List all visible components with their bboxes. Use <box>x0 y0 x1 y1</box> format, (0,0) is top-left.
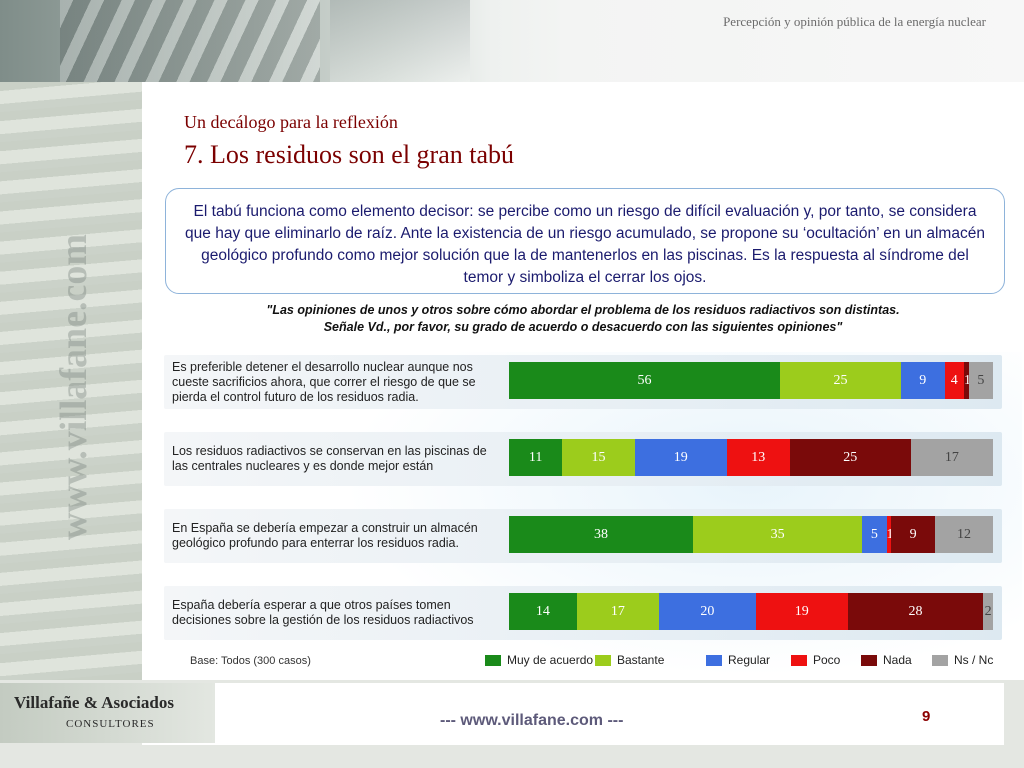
category-label: Es preferible detener el desarrollo nucl… <box>172 359 476 404</box>
data-label: 15 <box>591 450 606 465</box>
data-label: 5 <box>870 527 878 542</box>
data-label: 9 <box>909 527 917 542</box>
bar-segment <box>934 516 993 553</box>
chart-legend: Muy de acuerdo Bastante Regular Poco Nada Ns … <box>485 650 1005 670</box>
data-label: 5 <box>977 373 985 388</box>
legend-swatch <box>861 654 877 666</box>
legend-swatch <box>791 654 807 666</box>
bar-segment <box>634 439 727 476</box>
bar-segment <box>692 516 863 553</box>
legend-label: Poco <box>813 653 841 667</box>
legend-label: Ns / Nc <box>954 653 994 667</box>
legend-item: Bastante <box>595 650 664 670</box>
legend-label: Bastante <box>617 653 665 667</box>
data-label: 56 <box>637 373 652 388</box>
data-label: 19 <box>673 450 688 465</box>
header-banner <box>0 0 1024 82</box>
banner-texture-2 <box>330 0 470 82</box>
callout-text: El tabú funciona como elemento decisor: … <box>185 203 985 286</box>
data-label: 2 <box>984 604 992 619</box>
legend-swatch <box>706 654 722 666</box>
bar-segment <box>576 593 660 630</box>
data-label: 12 <box>956 527 971 542</box>
bar-segment <box>755 593 848 630</box>
data-label: 9 <box>919 373 927 388</box>
banner-texture <box>60 0 320 82</box>
bar-segment <box>886 516 892 553</box>
bar-segment <box>726 439 790 476</box>
quote-line-1: "Las opiniones de unos y otros sobre cóm… <box>266 303 900 317</box>
category-label: Los residuos radiactivos se conservan en… <box>172 444 487 473</box>
bar-segment <box>780 362 902 399</box>
category-label: En España se debería empezar a construir… <box>172 521 478 550</box>
data-label: 13 <box>751 450 766 465</box>
legend-item: Ns / Nc <box>932 650 993 670</box>
brand-name: Villafañe & Asociados <box>14 693 174 712</box>
bar-segment <box>891 516 935 553</box>
legend-label: Regular <box>728 653 771 667</box>
data-label: 17 <box>944 450 959 465</box>
question-quote: "Las opiniones de unos y otros sobre cóm… <box>142 298 1024 342</box>
legend-swatch <box>485 654 501 666</box>
data-label: 25 <box>833 373 848 388</box>
data-label: 14 <box>535 604 550 619</box>
stacked-bar: 11 15 19 13 25 17 <box>509 439 993 476</box>
page-number: 9 <box>922 708 931 725</box>
legend-label: Muy de acuerdo <box>507 653 594 667</box>
legend-swatch <box>932 654 948 666</box>
bar-segment <box>963 362 969 399</box>
data-label: 11 <box>528 450 543 465</box>
left-decorative-strip <box>0 82 142 680</box>
data-label: 38 <box>593 527 608 542</box>
footer-panel <box>142 683 1004 745</box>
data-label: 4 <box>950 373 958 388</box>
bar-segment <box>509 362 781 399</box>
data-label: 28 <box>908 604 923 619</box>
data-label: 1 <box>963 373 971 388</box>
data-label: 25 <box>843 450 858 465</box>
data-label: 20 <box>700 604 715 619</box>
brand-subtitle: CONSULTORES <box>66 718 155 730</box>
brand-logo-box <box>0 683 215 743</box>
bar-segment <box>983 593 993 630</box>
bar-segment <box>968 362 993 399</box>
bar-segment <box>562 439 635 476</box>
legend-item: Regular <box>706 650 770 670</box>
callout-box: El tabú funciona como elemento decisor: … <box>165 188 1005 294</box>
bar-segment <box>944 362 964 399</box>
stacked-bar: 38 35 5 1 9 12 <box>509 516 993 553</box>
bar-segment <box>862 516 887 553</box>
legend-item: Muy de acuerdo <box>485 650 593 670</box>
bar-segment <box>789 439 911 476</box>
data-label: 19 <box>794 604 809 619</box>
legend-item: Poco <box>791 650 840 670</box>
bar-segment <box>509 516 693 553</box>
bar-segment <box>509 439 563 476</box>
bar-segment <box>910 439 993 476</box>
data-label: 35 <box>770 527 785 542</box>
bar-segment <box>659 593 756 630</box>
data-label: 1 <box>886 527 894 542</box>
bar-segment <box>847 593 984 630</box>
bar-segment <box>509 593 577 630</box>
slide-subtitle: Un decálogo para la reflexión <box>184 112 398 132</box>
legend-label: Nada <box>883 653 912 667</box>
slide-title: 7. Los residuos son el gran tabú <box>184 140 515 169</box>
quote-line-2: Señale Vd., por favor, su grado de acuer… <box>323 320 843 334</box>
stacked-bar: 56 25 9 4 1 5 <box>509 362 993 399</box>
stacked-bar: 14 17 20 19 28 2 <box>509 593 993 630</box>
data-label: 17 <box>610 604 625 619</box>
category-label: España debería esperar a que otros paíse… <box>172 598 474 627</box>
header-title: Percepción y opinión pública de la energ… <box>723 14 986 29</box>
footer-url: --- www.villafane.com --- <box>440 712 624 729</box>
base-note: Base: Todos (300 casos) <box>190 655 311 667</box>
legend-swatch <box>595 654 611 666</box>
bar-segment <box>901 362 945 399</box>
watermark: www.villafane.com <box>53 233 95 540</box>
legend-item: Nada <box>861 650 912 670</box>
